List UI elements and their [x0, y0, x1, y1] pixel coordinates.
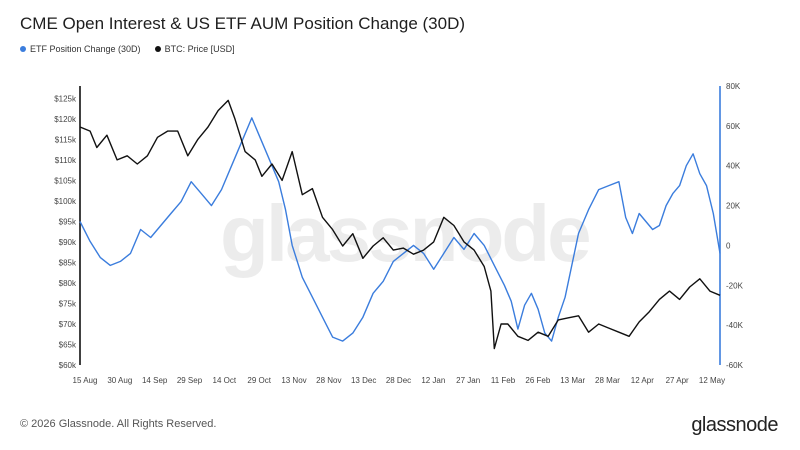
- x-tick-label: 15 Aug: [73, 376, 98, 385]
- x-tick-label: 30 Aug: [107, 376, 132, 385]
- legend-item-btc[interactable]: BTC: Price [USD]: [154, 44, 235, 54]
- etf-position-change-line: [79, 117, 721, 342]
- y-left-tick-label: $120k: [54, 115, 77, 124]
- x-tick-label: 12 Jan: [421, 376, 445, 385]
- y-axis-right: -60K -40K -20K 0 20K 40K 60K 80K: [719, 82, 744, 370]
- y-left-tick-label: $60k: [59, 361, 77, 370]
- y-left-tick-label: $65k: [59, 340, 77, 349]
- chart-title: CME Open Interest & US ETF AUM Position …: [20, 14, 466, 33]
- y-left-tick-label: $115k: [55, 135, 77, 144]
- y-left-tick-label: $95k: [59, 217, 77, 226]
- y-left-tick-label: $100k: [54, 197, 77, 206]
- legend-dot-btc: [154, 46, 161, 52]
- x-tick-label: 28 Nov: [316, 376, 341, 385]
- x-tick-label: 12 May: [699, 376, 725, 385]
- y-right-tick-label: 0: [726, 241, 731, 250]
- series-lines: [79, 99, 721, 350]
- y-left-tick-label: $110k: [55, 156, 77, 165]
- x-axis: 15 Aug 30 Aug 14 Sep 29 Sep 14 Oct 29 Oct 13 N…: [73, 376, 726, 385]
- legend-label-btc: BTC: Price [USD]: [164, 44, 235, 54]
- y-right-tick-label: -60K: [726, 361, 744, 370]
- x-tick-label: 28 Dec: [386, 376, 411, 385]
- legend-label-etf: ETF Position Change (30D): [30, 44, 141, 54]
- y-right-tick-label: 20K: [726, 202, 741, 211]
- x-tick-label: 12 Apr: [631, 376, 654, 385]
- x-tick-label: 26 Feb: [525, 376, 550, 385]
- x-tick-label: 27 Jan: [456, 376, 480, 385]
- x-tick-label: 13 Nov: [281, 376, 306, 385]
- x-tick-label: 28 Mar: [595, 376, 620, 385]
- y-left-tick-label: $80k: [59, 279, 77, 288]
- y-right-tick-label: 60K: [726, 122, 741, 131]
- legend-dot-etf: [20, 46, 26, 52]
- y-left-tick-label: $85k: [59, 258, 77, 267]
- y-right-tick-label: 40K: [726, 162, 741, 171]
- x-tick-label: 13 Mar: [560, 376, 585, 385]
- y-right-tick-label: -20K: [726, 281, 744, 290]
- x-tick-label: 14 Oct: [213, 376, 237, 385]
- y-left-tick-label: $75k: [59, 299, 77, 308]
- legend-item-etf[interactable]: ETF Position Change (30D): [20, 44, 141, 54]
- glassnode-logo[interactable]: glassnode: [691, 414, 778, 436]
- x-tick-label: 29 Oct: [247, 376, 271, 385]
- y-right-tick-label: -40K: [726, 321, 744, 330]
- btc-price-line: [79, 99, 721, 350]
- y-left-tick-label: $90k: [59, 238, 77, 247]
- y-right-tick-label: 80K: [726, 82, 741, 91]
- y-left-tick-label: $105k: [54, 176, 77, 185]
- legend: ETF Position Change (30D) BTC: Price [US…: [20, 44, 235, 54]
- copyright-footer: © 2026 Glassnode. All Rights Reserved.: [20, 418, 217, 430]
- x-tick-label: 27 Apr: [666, 376, 689, 385]
- chart-area: $60k $65k $70k $75k $80k $85k $90k $95k $100k $10…: [54, 82, 744, 385]
- x-tick-label: 14 Sep: [142, 376, 168, 385]
- y-axis-left: $60k $65k $70k $75k $80k $85k $90k $95k $100k $10…: [54, 86, 81, 370]
- x-tick-label: 29 Sep: [177, 376, 203, 385]
- y-left-tick-label: $70k: [59, 320, 77, 329]
- y-left-tick-label: $125k: [54, 94, 77, 103]
- x-tick-label: 11 Feb: [491, 376, 516, 385]
- x-tick-label: 13 Dec: [351, 376, 376, 385]
